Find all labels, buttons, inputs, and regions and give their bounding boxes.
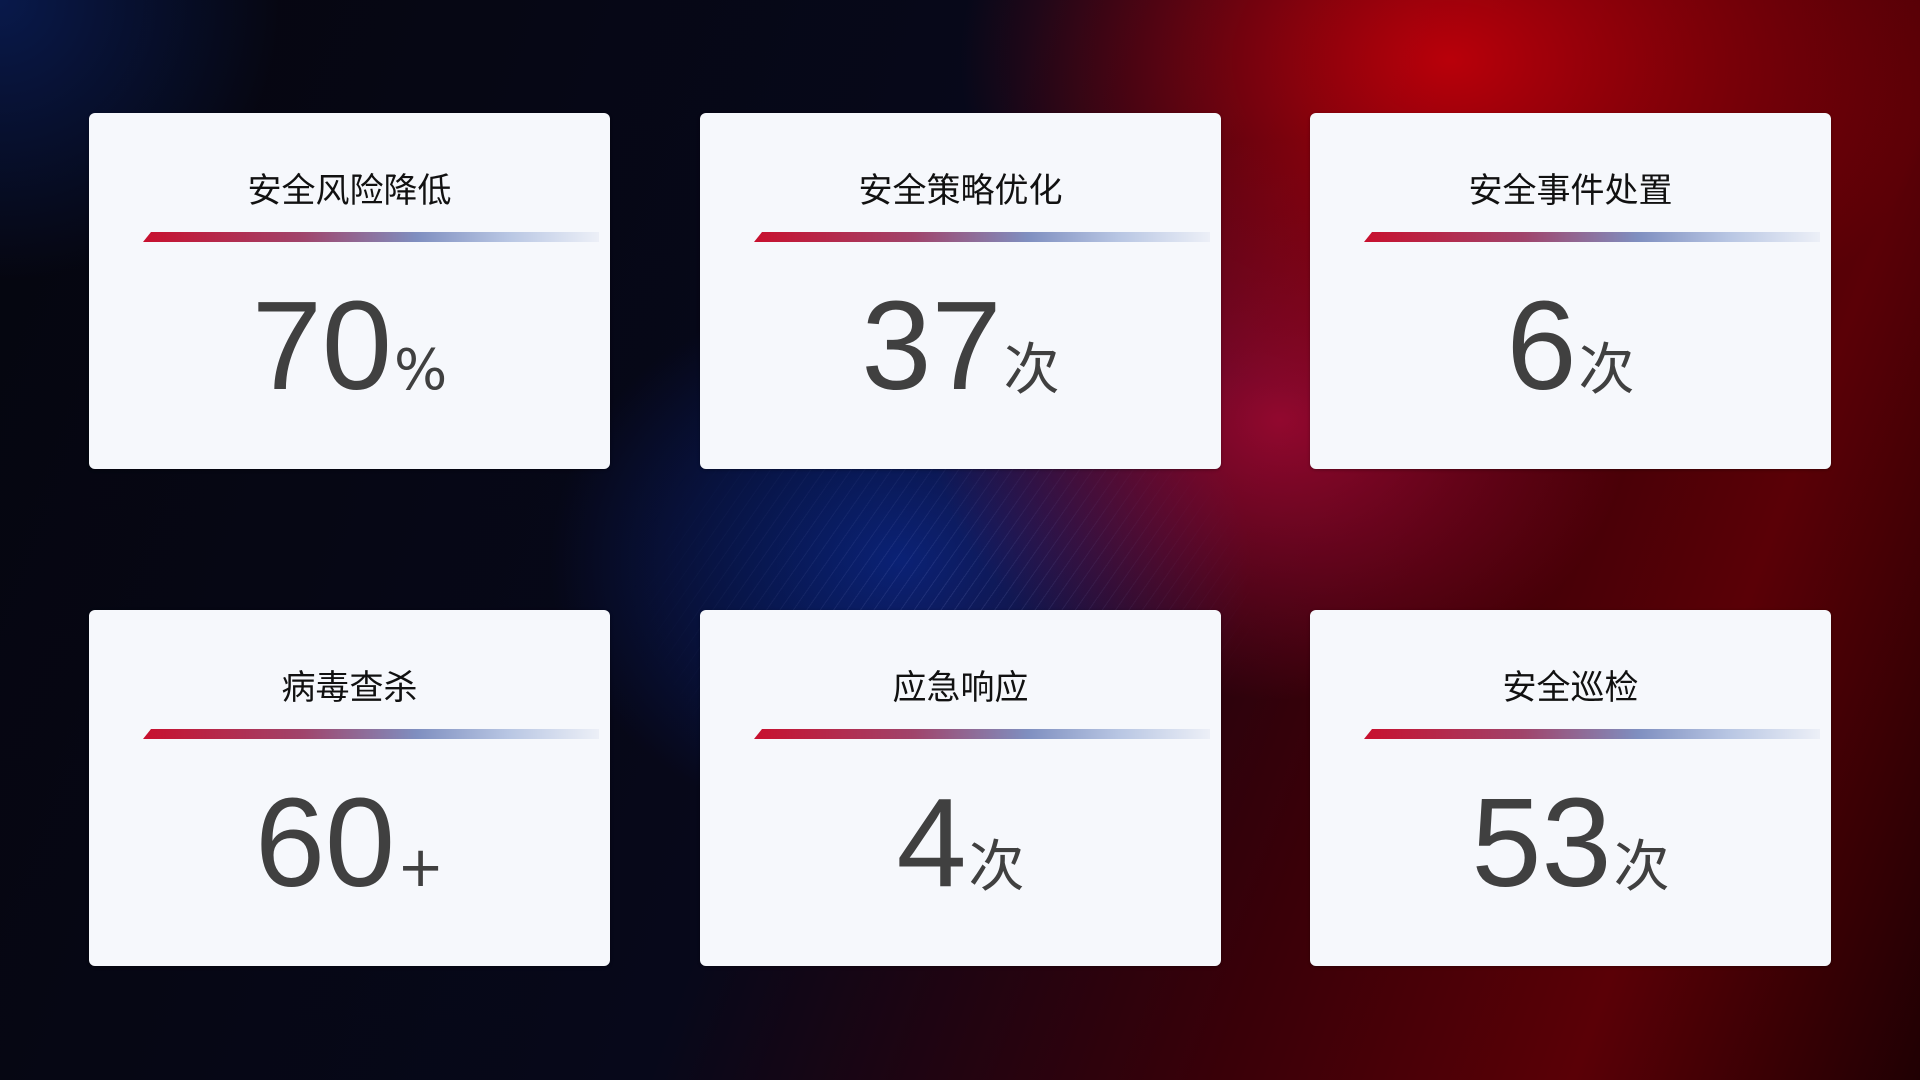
gradient-divider [1364, 729, 1820, 739]
stat-title: 安全巡检 [1502, 668, 1639, 708]
stat-value: 6次 [1310, 273, 1831, 418]
stat-number: 53 [1471, 772, 1612, 913]
stat-title: 安全策略优化 [858, 171, 1063, 211]
stat-card: 安全策略优化 37次 [700, 113, 1221, 469]
stat-value: 60+ [89, 770, 610, 915]
stat-value: 53次 [1310, 770, 1831, 915]
stat-title: 应急响应 [892, 668, 1029, 708]
stat-title: 病毒查杀 [281, 668, 418, 708]
stat-number: 70 [251, 275, 392, 416]
gradient-divider [754, 729, 1210, 739]
stat-unit: 次 [1003, 338, 1060, 403]
stat-number: 37 [861, 275, 1002, 416]
stat-card: 应急响应 4次 [700, 610, 1221, 966]
stat-value: 4次 [700, 770, 1221, 915]
stat-title: 安全事件处置 [1468, 171, 1673, 211]
gradient-divider [143, 729, 599, 739]
stat-number: 60 [254, 772, 396, 913]
stat-unit: + [397, 835, 445, 900]
gradient-divider [143, 232, 599, 242]
stat-unit: % [393, 338, 448, 403]
stat-unit: 次 [1578, 338, 1635, 403]
stat-number: 6 [1506, 275, 1577, 416]
stat-card: 安全风险降低 70% [89, 113, 610, 469]
stat-value: 70% [89, 273, 610, 418]
gradient-divider [1364, 232, 1820, 242]
stat-number: 4 [896, 772, 967, 913]
stat-card: 病毒查杀 60+ [89, 610, 610, 966]
stat-value: 37次 [700, 273, 1221, 418]
stat-card: 安全巡检 53次 [1310, 610, 1831, 966]
stat-unit: 次 [1613, 835, 1670, 900]
stat-card: 安全事件处置 6次 [1310, 113, 1831, 469]
stat-title: 安全风险降低 [247, 171, 452, 211]
gradient-divider [754, 232, 1210, 242]
stat-unit: 次 [968, 835, 1025, 900]
